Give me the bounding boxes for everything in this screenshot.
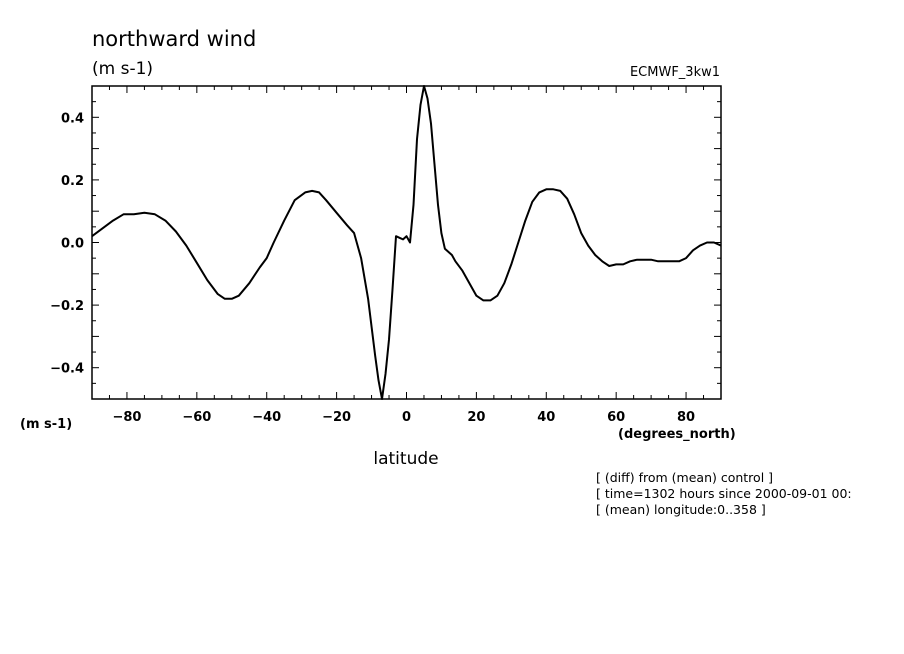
chart-title: northward wind — [92, 27, 256, 51]
units-label: (m s-1) — [92, 59, 153, 79]
x-tick-label: 80 — [677, 410, 695, 425]
x-tick-label: −40 — [252, 410, 281, 425]
y-tick-label: −0.2 — [50, 299, 84, 314]
annotation-diff: [ (diff) from (mean) control ] — [596, 470, 773, 485]
x-tick-label: −20 — [322, 410, 351, 425]
x-tick-label: 40 — [537, 410, 555, 425]
y-units-label: (m s-1) — [20, 417, 72, 432]
y-tick-label: 0.2 — [61, 174, 84, 189]
y-tick-label: 0.0 — [61, 237, 84, 252]
y-axis-ticks — [92, 85, 721, 400]
y-axis-tick-labels: 0.4 0.2 0.0 −0.2 −0.4 — [50, 111, 84, 376]
x-units-label: (degrees_north) — [618, 427, 736, 442]
x-tick-label: 60 — [607, 410, 625, 425]
series-layer — [91, 85, 722, 400]
x-axis-tick-labels: −80 −60 −40 −20 0 20 40 60 80 — [112, 410, 695, 425]
plot-frame — [91, 85, 722, 400]
annotation-longitude: [ (mean) longitude:0..358 ] — [596, 502, 766, 517]
y-tick-label: −0.4 — [50, 362, 84, 377]
x-tick-label: 0 — [402, 410, 411, 425]
x-axis-label: latitude — [373, 449, 438, 469]
x-axis-ticks — [91, 86, 722, 399]
x-tick-label: −80 — [112, 410, 141, 425]
x-tick-label: 20 — [467, 410, 485, 425]
annotation-time: [ time=1302 hours since 2000-09-01 00: — [596, 486, 852, 501]
y-tick-label: 0.4 — [61, 111, 84, 126]
x-tick-label: −60 — [182, 410, 211, 425]
series-line-0 — [91, 85, 722, 400]
model-label: ECMWF_3kw1 — [630, 65, 720, 80]
